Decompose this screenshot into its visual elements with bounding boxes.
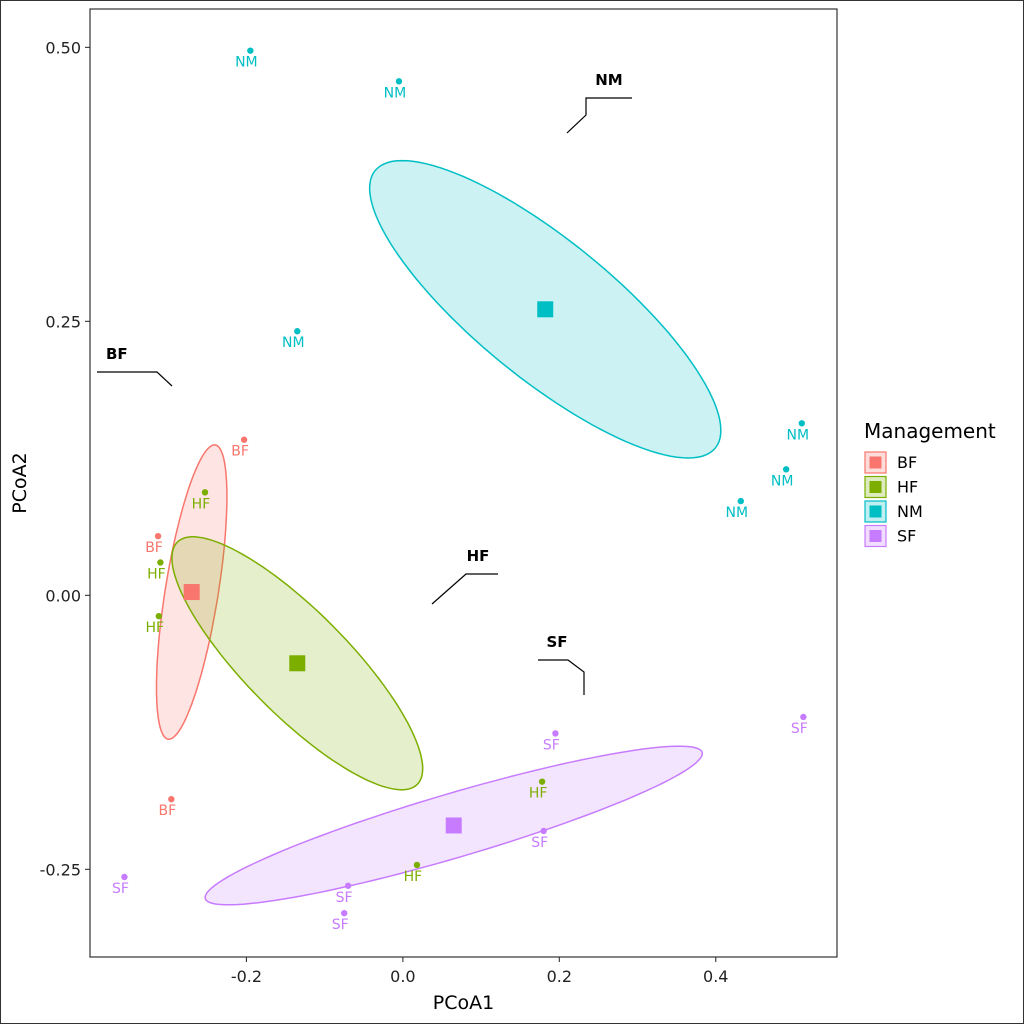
annotation-leader-sf	[538, 659, 585, 695]
data-point-hf-3	[155, 612, 163, 620]
data-point-hf-4	[538, 778, 546, 785]
data-point-hf-1	[201, 489, 209, 496]
point-label-bf-1: BF	[231, 444, 249, 460]
y-tick-label-1: -0.25	[40, 860, 81, 879]
data-point-nm-3	[294, 328, 301, 335]
y-tick-label-2: 0.00	[45, 586, 81, 605]
legend-label-bf: BF	[897, 453, 917, 472]
annotation-leader-nm	[566, 97, 632, 134]
x-tick-label-3: 0.2	[547, 967, 572, 986]
annotation-label-nm: NM	[595, 71, 622, 89]
legend-label-nm: NM	[897, 502, 923, 521]
annotation-label-sf: SF	[546, 633, 567, 651]
legend-key-sf	[869, 530, 882, 542]
centroid-nm	[537, 301, 554, 318]
point-label-sf-5: SF	[336, 890, 353, 906]
point-label-hf-1: HF	[192, 496, 211, 512]
annotation-leader-layer	[97, 97, 632, 695]
y-axis-title: PCoA2	[9, 452, 31, 513]
data-point-sf-5	[344, 882, 352, 889]
x-tick-label-1: -0.2	[231, 967, 262, 986]
y-axis: -0.25 0.00 0.25 0.50	[40, 38, 90, 879]
point-label-hf-5: HF	[404, 869, 423, 885]
point-label-sf-6: SF	[332, 917, 349, 933]
point-layer	[121, 47, 807, 917]
data-point-hf-5	[413, 861, 421, 869]
annotation-leader-bf	[97, 371, 173, 387]
y-tick-label-3: 0.25	[45, 312, 81, 331]
data-point-bf-3	[168, 795, 175, 803]
legend: Management BF HF NM SF	[864, 419, 996, 548]
legend-title: Management	[864, 419, 996, 443]
annotation-label-bf: BF	[106, 345, 128, 363]
x-tick-label-2: 0.0	[390, 967, 415, 986]
y-tick-label-4: 0.50	[45, 38, 81, 57]
point-label-sf-2: SF	[791, 721, 808, 737]
annotation-leader-hf	[431, 573, 498, 605]
data-point-bf-2	[154, 532, 162, 540]
point-label-nm-3: NM	[282, 335, 305, 351]
data-point-sf-3	[540, 827, 547, 835]
centroid-bf	[183, 584, 200, 601]
data-point-nm-5	[782, 466, 790, 473]
data-point-hf-2	[157, 559, 164, 566]
annotation-label-hf: HF	[467, 547, 490, 565]
point-label-sf-4: SF	[112, 881, 129, 897]
legend-label-hf: HF	[897, 478, 918, 497]
centroid-layer	[183, 301, 554, 834]
point-label-hf-3: HF	[146, 620, 165, 636]
point-label-sf-1: SF	[543, 737, 560, 753]
point-label-nm-6: NM	[726, 505, 749, 521]
point-label-nm-4: NM	[787, 427, 810, 443]
point-label-nm-5: NM	[771, 473, 794, 489]
centroid-sf	[445, 817, 462, 834]
x-axis: -0.2 0.0 0.2 0.4	[231, 957, 728, 986]
point-label-hf-2: HF	[147, 566, 166, 582]
point-label-nm-2: NM	[384, 85, 407, 101]
x-tick-label-4: 0.4	[703, 967, 728, 986]
data-point-sf-4	[121, 873, 128, 881]
data-point-sf-1	[552, 730, 559, 737]
point-label-layer: BF BF BF HF HF HF HF HF NM NM NM NM NM NM SF SF SF SF SF SF	[112, 55, 809, 934]
point-label-bf-2: BF	[145, 540, 163, 556]
data-point-nm-4	[798, 420, 806, 427]
legend-key-bf	[869, 456, 882, 469]
point-label-hf-4: HF	[529, 786, 548, 802]
legend-key-nm	[869, 505, 882, 518]
legend-label-sf: SF	[897, 527, 916, 546]
data-point-nm-2	[395, 78, 403, 85]
point-label-sf-3: SF	[531, 835, 548, 851]
point-label-nm-1: NM	[235, 55, 258, 71]
data-point-nm-6	[737, 497, 744, 505]
plot-panel-border	[89, 8, 838, 958]
x-axis-title: PCoA1	[433, 992, 494, 1014]
data-point-sf-6	[341, 909, 348, 917]
data-point-nm-1	[247, 47, 254, 54]
point-label-bf-3: BF	[159, 803, 177, 819]
centroid-hf	[289, 655, 306, 672]
data-point-bf-1	[240, 436, 248, 443]
legend-key-hf	[869, 481, 882, 493]
group-annotation-layer: BF HF NM SF	[106, 71, 623, 651]
data-point-sf-2	[800, 713, 807, 721]
